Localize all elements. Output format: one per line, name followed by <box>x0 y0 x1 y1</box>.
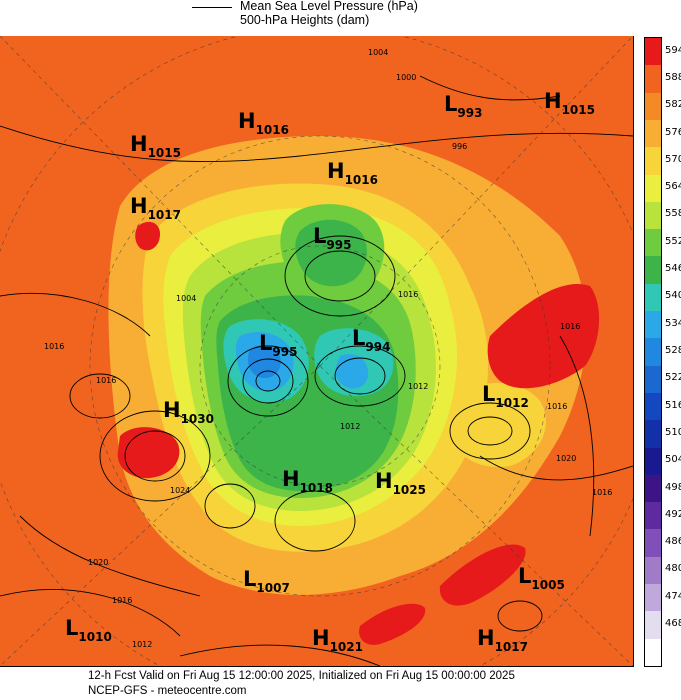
colorbar-swatch <box>645 229 661 257</box>
isobar-contours <box>0 75 633 666</box>
colorbar-label: 594 <box>665 44 681 56</box>
source-credit-text: NCEP-GFS - meteocentre.com <box>88 685 247 697</box>
high-pressure-1018: H1018 <box>282 467 333 495</box>
colorbar-label: 540 <box>665 290 681 302</box>
colorbar-label: 546 <box>665 263 681 275</box>
colorbar-swatch <box>645 638 661 667</box>
height-colorbar <box>644 37 662 667</box>
forecast-valid-text: 12-h Fcst Valid on Fri Aug 15 12:00:00 2… <box>88 670 515 682</box>
isobar-label: 1016 <box>547 402 568 411</box>
colorbar-label: 576 <box>665 126 681 138</box>
colorbar-label: 582 <box>665 99 681 111</box>
colorbar-swatch <box>645 529 661 558</box>
isobar-label: 1004 <box>176 294 197 303</box>
low-pressure-1007: L1007 <box>243 567 290 595</box>
colorbar-swatch <box>645 283 661 312</box>
colorbar-swatch <box>645 584 661 612</box>
colorbar-label: 564 <box>665 181 681 193</box>
colorbar-label: 534 <box>665 317 681 329</box>
high-pressure-1030: H1030 <box>163 398 214 426</box>
colorbar-swatch <box>645 611 661 640</box>
high-pressure-1015-west: H1015 <box>130 132 181 160</box>
colorbar-label: 552 <box>665 235 681 247</box>
low-pressure-995-south: L995 <box>259 331 298 359</box>
height-field-528 <box>248 345 281 378</box>
legend-heights-label: 500-hPa Heights (dam) <box>240 13 370 27</box>
colorbar-swatch <box>645 256 661 285</box>
isobar-label: 1024 <box>170 486 191 495</box>
high-pressure-1025: H1025 <box>375 469 426 497</box>
colorbar-label: 558 <box>665 208 681 220</box>
colorbar-label: 468 <box>665 618 681 630</box>
colorbar-swatch <box>645 38 661 66</box>
isobar-label: 1016 <box>44 342 65 351</box>
colorbar-label: 474 <box>665 590 681 602</box>
colorbar-label: 510 <box>665 426 681 438</box>
high-pressure-1021: H1021 <box>312 626 363 654</box>
height-field-594-pacific <box>117 427 180 479</box>
colorbar-label: 570 <box>665 153 681 165</box>
chart-header: Mean Sea Level Pressure (hPa) 500-hPa He… <box>0 0 681 36</box>
colorbar-swatch <box>645 365 661 394</box>
isobar-label: 1012 <box>408 382 429 391</box>
colorbar-swatch <box>645 147 661 175</box>
height-field-570-east <box>450 382 546 467</box>
low-pressure-1010: L1010 <box>65 616 112 644</box>
low-pressure-1005: L1005 <box>518 564 565 592</box>
isobar-label: 1016 <box>560 322 581 331</box>
isobar-label: 1004 <box>368 48 389 57</box>
isobar-label: 1016 <box>592 488 613 497</box>
isobar-label: 1020 <box>556 454 577 463</box>
isobar-label: 1000 <box>396 73 417 82</box>
colorbar-swatch <box>645 201 661 230</box>
legend-pressure-label: Mean Sea Level Pressure (hPa) <box>240 0 418 13</box>
colorbar-label: 492 <box>665 508 681 520</box>
isobar-label: 1016 <box>96 376 117 385</box>
latlon-grid <box>0 36 633 666</box>
low-pressure-993: L993 <box>444 92 483 120</box>
height-field-594-europe <box>487 284 600 389</box>
isobar-legend-line <box>192 7 232 8</box>
low-pressure-994: L994 <box>352 326 391 354</box>
isobar-label: 996 <box>452 142 468 151</box>
colorbar-swatch <box>645 392 661 421</box>
colorbar-label: 528 <box>665 345 681 356</box>
colorbar-swatch <box>645 420 661 449</box>
colorbar-label: 486 <box>665 536 681 548</box>
high-pressure-1016-central: H1016 <box>327 159 378 187</box>
colorbar-label: 480 <box>665 563 681 575</box>
colorbar-label: 498 <box>665 481 681 493</box>
high-pressure-1016-north: H1016 <box>238 109 289 137</box>
colorbar-swatch <box>645 338 661 367</box>
colorbar-swatch <box>645 92 661 121</box>
high-pressure-1017-south: H1017 <box>477 626 528 654</box>
colorbar-label: 516 <box>665 399 681 411</box>
colorbar-swatch <box>645 311 661 339</box>
isobar-label: 1012 <box>340 422 361 431</box>
colorbar-swatch <box>645 119 661 148</box>
colorbar-swatch <box>645 447 661 476</box>
isobar-label: 1012 <box>132 640 153 649</box>
height-field-594-west <box>135 221 160 251</box>
isobar-label: 1016 <box>112 596 133 605</box>
colorbar-label: 504 <box>665 454 681 466</box>
colorbar-swatch <box>645 65 661 94</box>
colorbar-label: 588 <box>665 71 681 83</box>
isobar-label: 1020 <box>88 558 109 567</box>
colorbar-swatch <box>645 174 661 203</box>
high-pressure-1015-east: H1015 <box>544 89 595 117</box>
low-pressure-995-north: L995 <box>313 224 352 252</box>
colorbar-label: 522 <box>665 372 681 384</box>
isobar-label: 1016 <box>398 290 419 299</box>
weather-map: H1016 L993 H1015 H1015 H1016 H1017 L995 … <box>0 36 634 667</box>
height-field-594-atlantic <box>439 544 526 606</box>
height-field-594-south <box>359 603 426 645</box>
colorbar-swatch <box>645 474 661 503</box>
high-pressure-1017-west: H1017 <box>130 194 181 222</box>
low-pressure-1012: L1012 <box>482 382 529 410</box>
colorbar-swatch <box>645 556 661 585</box>
colorbar-swatch <box>645 502 661 530</box>
